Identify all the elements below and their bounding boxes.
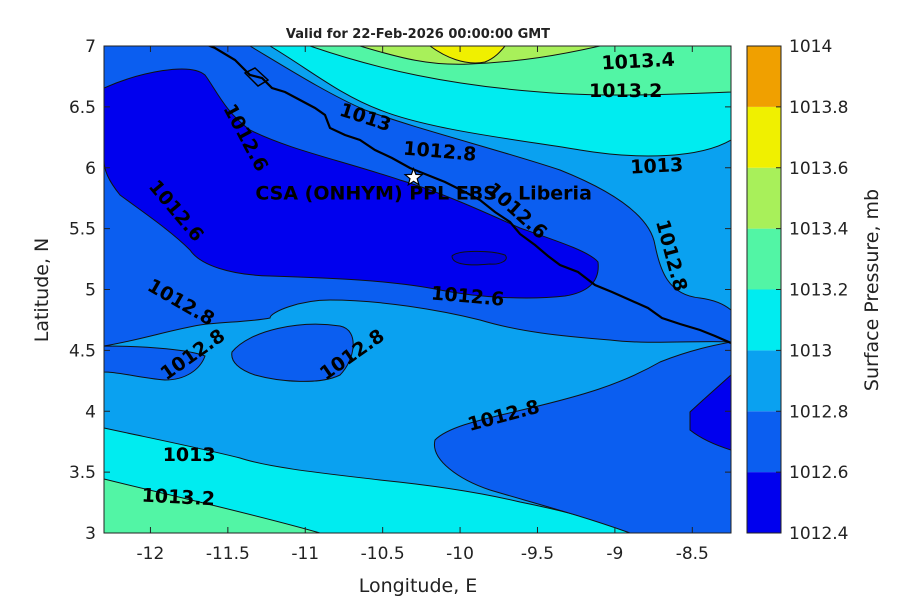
colorbar-segment <box>747 228 781 290</box>
colorbar-segment <box>747 46 781 107</box>
contour-label: 1013.4 <box>601 49 675 75</box>
colorbar-tick-label: 1014 <box>789 37 832 57</box>
site-marker: CSA (ONHYM) PPL EBS - Liberia <box>255 166 592 204</box>
colorbar: 1012.4 1012.6 1012.8 1013 1013.2 1013.4 1013.6… <box>746 37 848 544</box>
x-tick-label: -11.5 <box>206 544 250 564</box>
x-tick-label: -9 <box>606 544 623 564</box>
y-tick-label: 6.5 <box>69 98 96 118</box>
fill-band-1013-2 <box>104 478 321 533</box>
colorbar-title: Surface Pressure, mb <box>861 189 883 391</box>
y-tick-label: 4 <box>85 402 96 422</box>
colorbar-segment <box>747 106 781 168</box>
colorbar-tick-label: 1012.6 <box>789 463 848 483</box>
site-star-icon <box>403 166 424 187</box>
fill-band-1012-4 <box>104 68 599 299</box>
site-label: CSA (ONHYM) PPL EBS - Liberia <box>255 182 592 204</box>
x-axis-title: Longitude, E <box>359 575 478 597</box>
x-tick-label: -8.5 <box>676 544 709 564</box>
fill-band-1012-6-south <box>104 345 206 381</box>
colorbar-tick-label: 1013.8 <box>789 98 848 118</box>
colorbar-segment <box>747 472 781 533</box>
colorbar-segment <box>747 350 781 412</box>
plot-area <box>104 46 731 533</box>
colorbar-segment <box>747 167 781 229</box>
colorbar-segment <box>747 411 781 473</box>
colorbar-tick-label: 1013.2 <box>789 281 848 301</box>
colorbar-tick-label: 1013 <box>789 341 832 361</box>
fill-band-1012-2 <box>451 250 507 266</box>
y-tick-label: 7 <box>85 37 96 57</box>
coastline <box>207 46 731 345</box>
contour-label: 1013.2 <box>141 485 215 511</box>
fill-band-1012-6-mid <box>231 323 354 382</box>
colorbar-tick-label: 1013.6 <box>789 159 848 179</box>
chart-title: Valid for 22-Feb-2026 00:00:00 GMT <box>286 27 550 42</box>
x-tick-label: -11 <box>291 544 319 564</box>
x-tick-label: -10.5 <box>361 544 405 564</box>
fill-band-1012-6-se <box>434 341 731 533</box>
y-axis-title: Latitude, N <box>31 238 53 343</box>
y-tick-label: 3 <box>85 524 96 544</box>
colorbar-tick-label: 1012.4 <box>789 524 848 544</box>
x-tick-label: -9.5 <box>521 544 554 564</box>
x-tick-label: -10 <box>446 544 474 564</box>
border-line <box>243 67 270 87</box>
y-tick-label: 5 <box>85 281 96 301</box>
y-tick-label: 5.5 <box>69 220 96 240</box>
contour-label: 1013.2 <box>589 80 662 102</box>
fill-band-1013-6 <box>429 46 506 64</box>
y-tick-label: 6 <box>85 159 96 179</box>
colorbar-tick-label: 1013.4 <box>789 220 848 240</box>
colorbar-segment <box>747 289 781 351</box>
x-tick-label: -12 <box>137 544 165 564</box>
contour-label: 1013 <box>163 444 216 466</box>
colorbar-tick-label: 1012.8 <box>789 402 848 422</box>
y-tick-label: 4.5 <box>69 341 96 361</box>
y-axis: 3 3.5 4 4.5 5 5.5 6 6.5 7 <box>69 37 731 544</box>
y-tick-label: 3.5 <box>69 463 96 483</box>
contour-label: 1013 <box>630 154 684 179</box>
x-axis: -12 -11.5 -11 -10.5 -10 -9.5 -9 -8.5 <box>137 46 709 564</box>
fill-band-1012-4-se <box>689 374 731 451</box>
